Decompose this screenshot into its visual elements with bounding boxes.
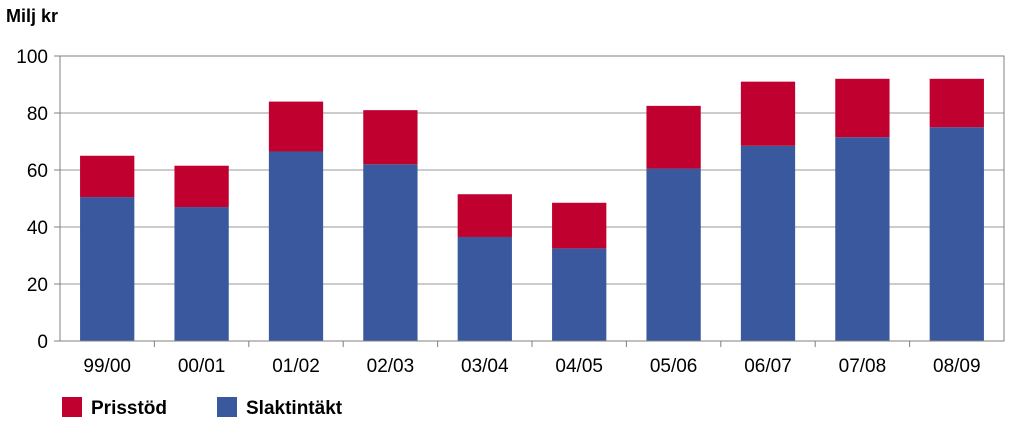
bar-slaktint-kt	[80, 197, 135, 341]
bar-slaktint-kt	[646, 168, 701, 341]
bar-prisst-d	[363, 110, 418, 165]
legend-swatch	[217, 397, 237, 417]
bar-prisst-d	[929, 78, 984, 128]
x-tick-label: 06/07	[744, 356, 792, 377]
x-tick-label: 00/01	[178, 356, 226, 377]
bar-prisst-d	[174, 165, 229, 208]
bar-slaktint-kt	[174, 207, 229, 341]
x-tick-label: 07/08	[839, 356, 887, 377]
y-tick-label: 20	[27, 275, 48, 296]
bar-prisst-d	[268, 101, 324, 152]
x-tick-label: 99/00	[83, 356, 131, 377]
legend: Prisstöd Slaktintäkt	[62, 397, 343, 419]
y-tick-label: 80	[27, 104, 48, 125]
bar-prisst-d	[835, 78, 890, 138]
y-tick-label: 100	[16, 47, 48, 68]
y-tick-label: 40	[27, 218, 48, 239]
bar-slaktint-kt	[268, 151, 324, 341]
legend-swatch	[62, 397, 82, 417]
bars	[80, 78, 984, 341]
bar-slaktint-kt	[552, 248, 607, 341]
bar-prisst-d	[646, 105, 701, 169]
bar-slaktint-kt	[835, 137, 890, 341]
bar-prisst-d	[80, 155, 135, 198]
x-tick-label: 05/06	[650, 356, 698, 377]
x-tick-label: 02/03	[367, 356, 415, 377]
bar-slaktint-kt	[740, 145, 796, 341]
bar-slaktint-kt	[929, 127, 984, 341]
x-tick-label: 01/02	[272, 356, 320, 377]
x-axis-ticks: 99/00 00/01 01/02 02/03 03/04 04/05 05/06 06/07…	[83, 341, 981, 377]
y-tick-label: 0	[37, 332, 48, 353]
bar-prisst-d	[740, 81, 796, 146]
bar-prisst-d	[552, 202, 607, 249]
legend-label: Slaktintäkt	[246, 398, 343, 419]
legend-label: Prisstöd	[91, 398, 167, 419]
y-axis-unit-label: Milj kr	[6, 6, 58, 26]
y-axis-ticks: 0 20 40 60 80 100	[16, 47, 60, 353]
x-tick-label: 04/05	[555, 356, 603, 377]
bar-prisst-d	[457, 194, 512, 237]
x-tick-label: 08/09	[933, 356, 981, 377]
y-tick-label: 60	[27, 161, 48, 182]
bar-slaktint-kt	[363, 164, 418, 341]
x-tick-label: 03/04	[461, 356, 509, 377]
bar-slaktint-kt	[457, 236, 512, 341]
